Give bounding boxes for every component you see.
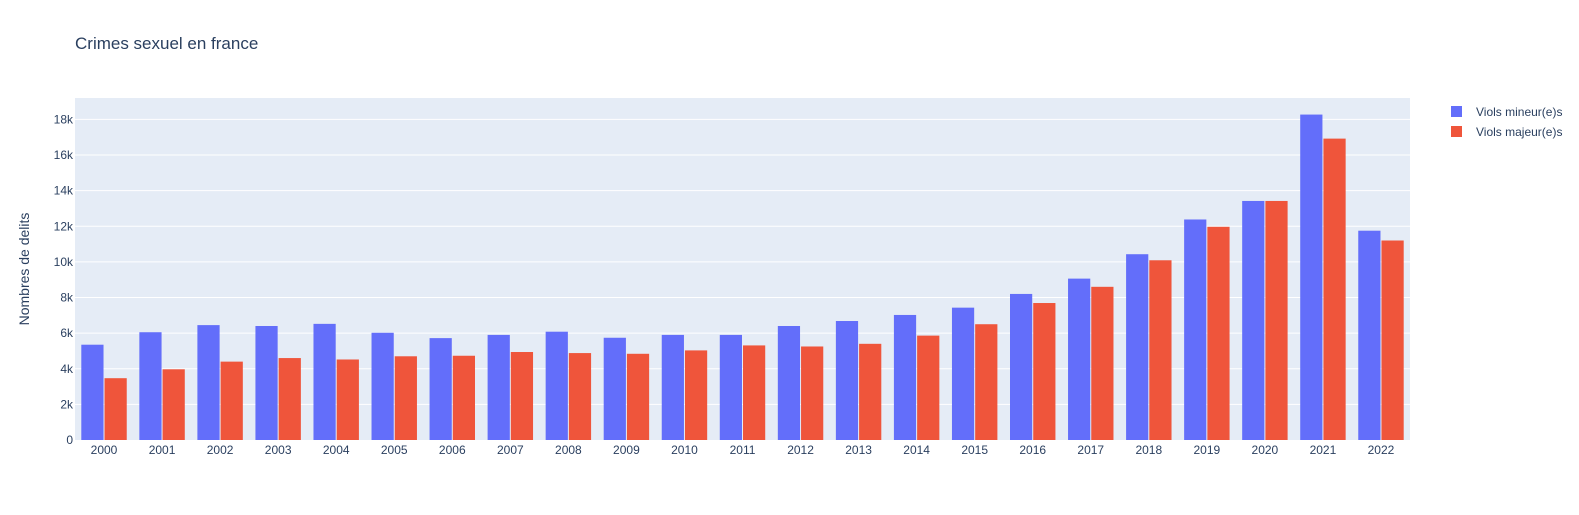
bar	[1010, 293, 1033, 440]
x-tick-label: 2005	[381, 443, 408, 457]
bar	[313, 323, 336, 440]
bar	[278, 358, 301, 440]
x-tick-label: 2004	[323, 443, 350, 457]
y-axis-title: Nombres de delits	[16, 213, 32, 326]
bar	[81, 344, 104, 440]
y-tick-label: 8k	[60, 291, 74, 305]
bar	[951, 307, 975, 440]
y-tick-label: 12k	[54, 219, 74, 233]
bar	[603, 337, 626, 440]
bar	[626, 353, 650, 440]
bar	[394, 356, 417, 440]
bar	[452, 355, 475, 440]
bar	[835, 321, 859, 440]
x-tick-label: 2021	[1310, 443, 1337, 457]
y-tick-label: 16k	[54, 148, 74, 162]
bar	[1149, 260, 1172, 440]
bar	[1091, 286, 1114, 440]
bar	[661, 334, 684, 440]
x-tick-label: 2013	[845, 443, 872, 457]
x-tick-label: 2016	[1019, 443, 1046, 457]
bar	[719, 334, 742, 440]
bar	[801, 346, 824, 440]
x-tick-label: 2012	[787, 443, 814, 457]
bar	[975, 324, 998, 440]
bar	[859, 343, 882, 440]
bar	[220, 361, 243, 440]
x-tick-label: 2018	[1135, 443, 1162, 457]
bar	[1033, 303, 1056, 440]
y-tick-label: 4k	[60, 362, 74, 376]
y-tick-label: 2k	[60, 397, 74, 411]
x-tick-label: 2011	[730, 443, 756, 457]
bar	[197, 325, 220, 440]
bar	[1358, 230, 1381, 440]
legend-swatch	[1451, 126, 1462, 137]
bar	[1068, 278, 1091, 440]
bar	[510, 352, 534, 440]
y-tick-labels: 0 2k 4k 6k 8k 10k 12k 14k 16k 18k	[54, 112, 74, 447]
x-tick-label: 2014	[903, 443, 930, 457]
bar	[1300, 114, 1323, 441]
x-tick-label: 2020	[1252, 443, 1279, 457]
bar	[743, 345, 766, 440]
bar	[684, 350, 708, 440]
chart-title: Crimes sexuel en france	[75, 34, 258, 53]
y-tick-label: 10k	[54, 255, 74, 269]
y-tick-label: 14k	[54, 184, 74, 198]
x-tick-label: 2000	[91, 443, 118, 457]
y-tick-label: 18k	[54, 112, 74, 126]
x-tick-label: 2015	[961, 443, 988, 457]
x-tick-label: 2001	[149, 443, 176, 457]
bar	[1242, 200, 1265, 440]
x-tick-label: 2010	[671, 443, 698, 457]
legend-label: Viols majeur(e)s	[1476, 125, 1562, 139]
bar	[255, 326, 278, 440]
bar	[139, 332, 162, 440]
x-tick-label: 2008	[555, 443, 582, 457]
bar	[1265, 200, 1288, 440]
bar	[777, 326, 801, 440]
bar	[1323, 138, 1346, 441]
x-tick-label: 2022	[1368, 443, 1395, 457]
bar	[545, 331, 568, 440]
bar	[917, 335, 940, 440]
bar	[1381, 240, 1404, 440]
legend-label: Viols mineur(e)s	[1476, 105, 1562, 119]
x-tick-label: 2006	[439, 443, 466, 457]
bar	[1184, 219, 1207, 440]
x-tick-label: 2007	[497, 443, 524, 457]
x-tick-label: 2009	[613, 443, 640, 457]
bar	[568, 353, 592, 440]
bars	[81, 114, 1404, 441]
x-tick-label: 2002	[207, 443, 234, 457]
bar	[1126, 254, 1149, 440]
x-tick-label: 2003	[265, 443, 292, 457]
bar	[487, 334, 510, 440]
bar	[371, 332, 394, 440]
bar	[893, 314, 917, 440]
bar	[162, 369, 185, 440]
y-tick-label: 6k	[60, 326, 74, 340]
bar	[1207, 226, 1230, 440]
bar	[336, 359, 359, 440]
x-tick-labels: 2000 2001 2002 2003 2004 2005 2006 2007 2008 2009…	[91, 443, 1395, 457]
y-tick-label: 0	[66, 433, 73, 447]
x-tick-label: 2017	[1077, 443, 1104, 457]
x-tick-label: 2019	[1193, 443, 1220, 457]
legend: Viols mineur(e)s Viols majeur(e)s	[1451, 105, 1562, 139]
bar	[104, 378, 127, 440]
legend-swatch	[1451, 106, 1462, 117]
bar	[429, 338, 452, 440]
